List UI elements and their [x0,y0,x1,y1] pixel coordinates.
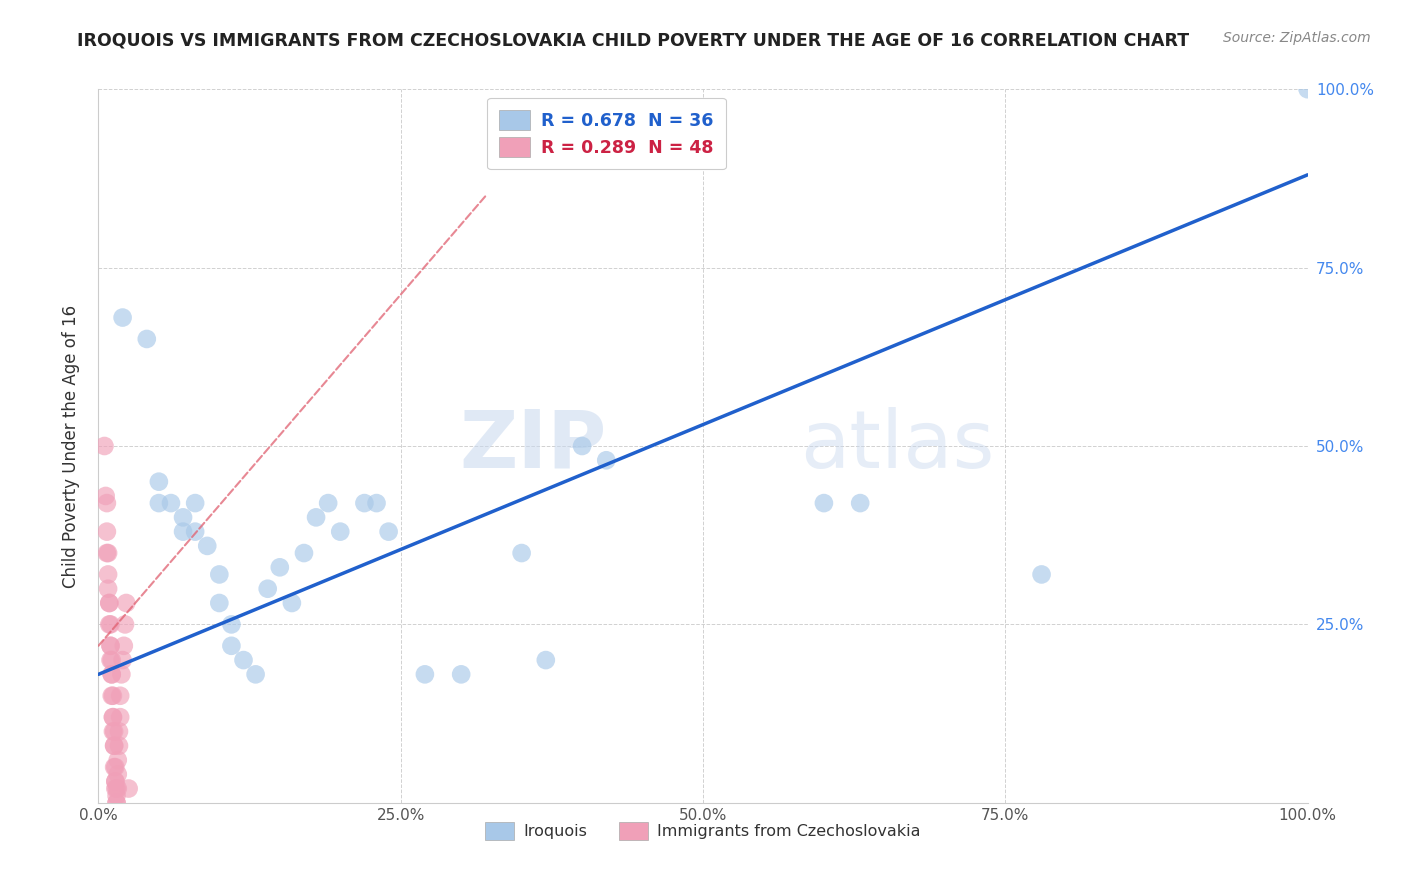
Point [101,710,124,724]
Point [377,524,399,539]
Point [105,789,128,803]
Point [94,489,117,503]
Point [450,667,472,681]
Point [101,710,124,724]
Point [571,439,593,453]
Point [104,774,127,789]
Point [115,596,138,610]
Point [353,496,375,510]
Point [813,496,835,510]
Point [107,767,129,781]
Point [103,724,125,739]
Point [534,653,557,667]
Point [100,667,122,681]
Point [111,310,134,325]
Point [108,739,131,753]
Point [172,524,194,539]
Point [97,546,120,560]
Point [100,653,122,667]
Point [135,332,157,346]
Point [105,796,128,810]
Point [96,524,118,539]
Point [114,617,136,632]
Point [510,546,533,560]
Point [595,453,617,467]
Point [96,546,118,560]
Point [281,596,304,610]
Y-axis label: Child Poverty Under the Age of 16: Child Poverty Under the Age of 16 [62,304,80,588]
Point [93,439,115,453]
Point [105,781,128,796]
Point [184,496,207,510]
Point [101,689,124,703]
Text: Source: ZipAtlas.com: Source: ZipAtlas.com [1223,31,1371,45]
Point [148,475,170,489]
Point [208,567,231,582]
Point [1031,567,1053,582]
Point [107,753,129,767]
Point [98,617,121,632]
Point [316,496,339,510]
Point [232,653,254,667]
Point [110,667,132,681]
Point [195,539,218,553]
Point [108,724,131,739]
Point [221,639,243,653]
Point [256,582,278,596]
Point [413,667,436,681]
Point [112,639,135,653]
Point [100,653,122,667]
Point [100,639,122,653]
Point [100,617,122,632]
Point [184,524,207,539]
Point [105,796,128,810]
Point [849,496,872,510]
Text: atlas: atlas [800,407,994,485]
Point [104,781,127,796]
Text: ZIP: ZIP [458,407,606,485]
Point [160,496,183,510]
Point [245,667,267,681]
Point [104,774,127,789]
Point [108,689,131,703]
Point [98,596,121,610]
Point [148,496,170,510]
Point [1296,82,1319,96]
Point [269,560,291,574]
Point [103,760,125,774]
Point [103,739,125,753]
Point [101,724,124,739]
Point [97,582,120,596]
Point [221,617,243,632]
Point [96,496,118,510]
Point [100,639,122,653]
Point [111,653,134,667]
Point [108,710,131,724]
Point [172,510,194,524]
Point [97,567,120,582]
Text: IROQUOIS VS IMMIGRANTS FROM CZECHOSLOVAKIA CHILD POVERTY UNDER THE AGE OF 16 COR: IROQUOIS VS IMMIGRANTS FROM CZECHOSLOVAK… [77,31,1189,49]
Point [100,667,122,681]
Point [103,739,125,753]
Legend: Iroquois, Immigrants from Czechoslovakia: Iroquois, Immigrants from Czechoslovakia [477,814,929,848]
Point [100,689,122,703]
Point [107,781,129,796]
Point [104,760,127,774]
Point [98,596,121,610]
Point [292,546,315,560]
Point [208,596,231,610]
Point [329,524,352,539]
Point [305,510,328,524]
Point [118,781,141,796]
Point [366,496,388,510]
